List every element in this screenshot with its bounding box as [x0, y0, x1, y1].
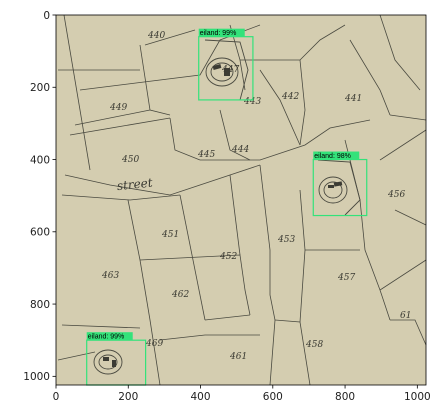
detection-label: eiland: 98%: [314, 153, 351, 160]
x-tick-label: 200: [118, 391, 138, 403]
parcel-label: 442: [281, 92, 299, 102]
parcel-label: 456: [387, 190, 405, 200]
parcel-lines: [57, 14, 427, 386]
y-tick-label: 800: [30, 299, 50, 311]
parcel-label: 447: [221, 65, 239, 75]
detection-label-background: [86, 332, 133, 341]
parcel-label: 441: [344, 94, 362, 104]
x-tick-label: 0: [53, 391, 60, 403]
x-tick-label: 600: [263, 391, 283, 403]
street-label: street: [116, 175, 153, 193]
detection-label-background: [313, 151, 360, 160]
parcel-label: 449: [109, 103, 127, 113]
y-tick-label: 600: [30, 227, 50, 239]
parcel-label: 453: [277, 235, 295, 245]
parcel-label: 462: [171, 290, 189, 300]
map-image: 440 447 443 442 441 449 445 444 450 456 …: [56, 14, 427, 386]
x-tick-label: 800: [335, 391, 355, 403]
detection-label: eiland: 99%: [88, 333, 125, 340]
parcel-label: 443: [243, 97, 261, 107]
detection-label-background: [198, 28, 245, 37]
map-background: [56, 15, 426, 385]
y-tick-label: 200: [30, 82, 50, 94]
parcel-labels: 440 447 443 442 441 449 445 444 450 456 …: [101, 31, 411, 362]
parcel-label: 457: [337, 273, 355, 283]
parcel-label: 451: [161, 230, 179, 240]
building-marks: [103, 64, 343, 367]
island-drawings: [93, 39, 361, 375]
y-axis: 0 200 400 600 800 1000: [23, 10, 56, 383]
axes-frame: [55, 14, 427, 386]
paper-tone: [56, 15, 426, 385]
y-tick-label: 400: [30, 154, 50, 166]
y-tick-label: 1000: [23, 371, 50, 383]
parcel-label: 61: [400, 311, 411, 321]
parcel-label: 452: [219, 252, 237, 262]
parcel-label: 458: [305, 340, 323, 350]
x-axis: 0 200 400 600 800 1000: [53, 385, 431, 403]
parcel-label: 444: [231, 145, 249, 155]
parcel-label: 440: [147, 31, 165, 41]
parcel-label: 469: [145, 339, 163, 349]
x-tick-label: 400: [191, 391, 211, 403]
parcel-label: 450: [121, 155, 139, 165]
parcel-label: 461: [229, 352, 247, 362]
parcel-label: 445: [197, 150, 215, 160]
parcel-label: 463: [101, 271, 119, 281]
detection-label: eiland: 99%: [200, 30, 237, 37]
x-tick-label: 1000: [404, 391, 431, 403]
y-tick-label: 0: [43, 10, 50, 22]
